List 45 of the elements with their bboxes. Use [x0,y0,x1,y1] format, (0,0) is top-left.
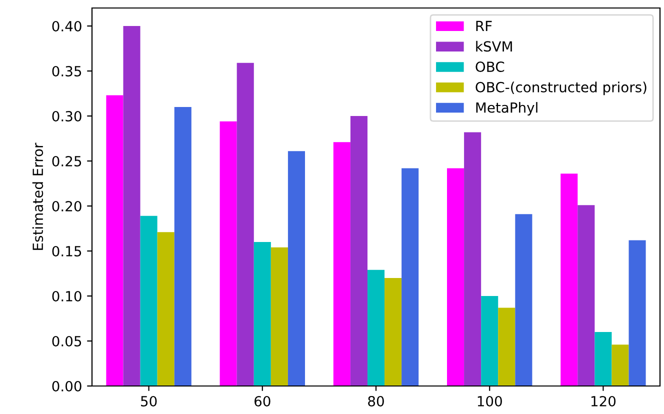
bar [594,332,612,386]
legend-label: MetaPhyl [476,102,538,116]
bar [174,107,192,386]
y-tick-label: 0.00 [52,380,82,392]
x-tick-label: 100 [478,396,502,406]
bar [464,132,482,386]
bar [106,95,124,386]
y-tick-label: 0.10 [52,290,82,302]
y-tick-label: 0.40 [52,20,82,32]
bar [350,116,368,386]
bar [481,296,498,386]
bar [560,174,578,386]
bar [236,62,254,386]
y-axis-title: Estimated Error [32,142,44,250]
bar [270,247,288,386]
bar [384,278,402,386]
legend-label: kSVM [476,40,512,52]
x-tick-label: 60 [254,396,270,406]
bar [515,214,532,386]
bar [628,240,646,386]
bar [498,308,516,386]
y-tick-label: 0.35 [52,66,82,76]
bar [220,121,237,386]
bar [612,344,629,386]
bar [123,26,140,386]
bar [367,270,385,386]
legend-label: OBC [476,62,504,72]
bar [447,168,464,386]
bar [333,142,350,386]
y-tick-label: 0.20 [52,200,82,212]
bar [157,232,174,386]
legend-label: RF [476,20,492,32]
x-tick-label: 120 [591,396,616,406]
x-tick-label: 80 [368,396,384,406]
bar [288,151,305,386]
y-tick-label: 0.05 [52,336,82,346]
x-tick-label: 50 [141,396,157,406]
bar [578,205,595,386]
y-tick-label: 0.25 [52,156,82,166]
bar [254,242,271,386]
y-tick-label: 0.15 [52,246,82,256]
bar [140,216,158,386]
bar [402,168,419,386]
y-tick-label: 0.30 [52,110,82,122]
legend-label: OBC-(constructed priors) [476,82,646,96]
